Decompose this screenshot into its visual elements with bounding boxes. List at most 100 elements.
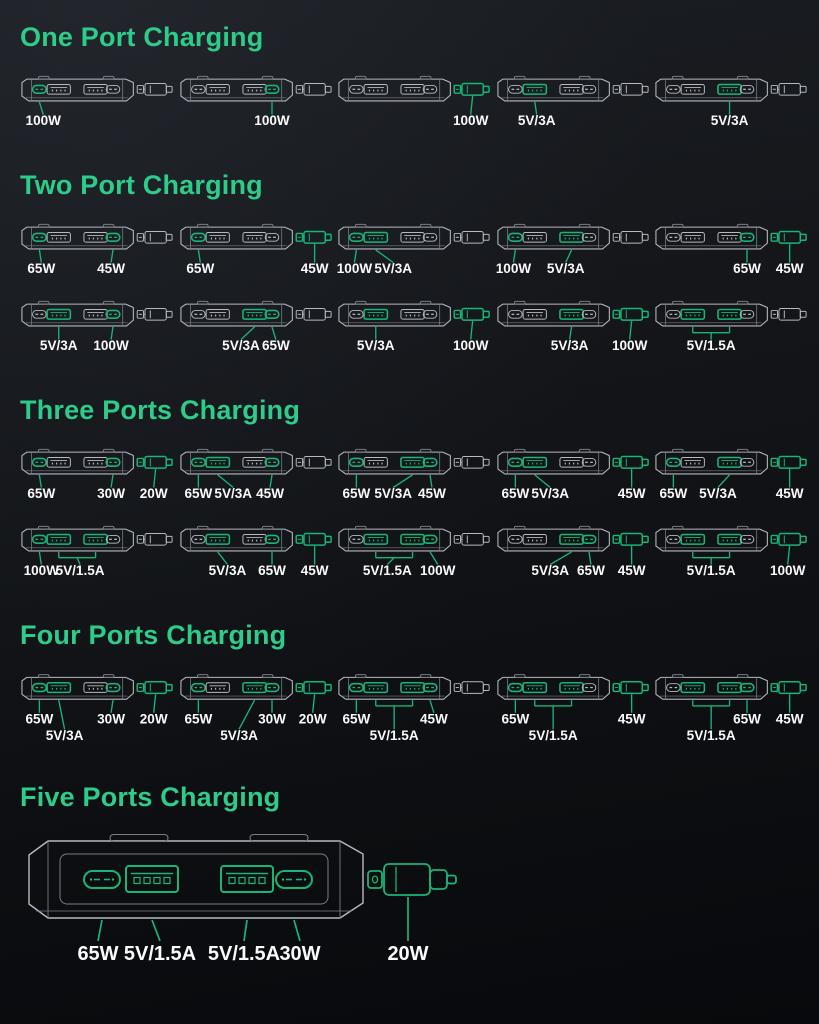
usb-a-port-icon-active [521,83,547,95]
powerbank-body-outline [496,75,610,102]
two-port-diagram-rows: 65W 45W 65W 45W 100W 5V/3A [20,216,809,355]
powerbank-diagram: 5V/3A 65W [179,300,332,353]
power-label: 65W [258,563,286,578]
power-label: 100W [453,113,489,128]
leader-line [97,920,103,942]
usb-a-port-icon-active [680,682,706,694]
section-four-ports: Four Ports Charging 65W 5V/3A 30W 20W [20,620,809,744]
leader-line [237,700,255,730]
built-in-cable-icon-active [367,863,457,897]
leader-line [512,249,516,263]
usb-c-port-icon [666,233,681,242]
powerbank-body-outline [496,525,610,552]
powerbank-body-outline [21,674,134,700]
usb-a-port-icon-active [558,308,584,321]
powerbank-body-outline [496,674,610,700]
usb-c-port-icon-active [263,534,280,545]
power-label: 100W [420,563,456,578]
usb-a-port-icon [680,84,705,95]
usb-a-port-icon [680,457,705,468]
leader-line [568,326,572,340]
powerbank-diagram: 5V/1.5A 100W [338,525,490,578]
usb-a-port-icon-active [717,308,742,321]
usb-a-port-icon-active [125,865,179,894]
power-label: 100W [337,261,372,276]
powerbank-body-outline [496,300,610,327]
usb-c-port-icon-active [31,683,47,693]
usb-a-port-icon-active [400,682,425,694]
power-label: 100W [770,563,806,578]
usb-a-port-icon [558,84,584,95]
usb-a-port-icon [400,232,425,243]
built-in-cable-icon [295,456,332,469]
powerbank-body-outline [28,834,364,919]
usb-c-port-icon [105,535,121,544]
power-label: 65W [184,712,212,727]
power-label: 5V/3A [220,728,258,743]
usb-a-port-icon-active [363,533,389,546]
power-label: 5V/3A [46,728,84,743]
power-label: 45W [776,712,804,727]
usb-a-port-icon-active [680,308,706,321]
usb-c-port-icon-active [105,457,121,468]
usb-a-port-icon [205,232,230,243]
power-label: 65W [733,261,761,276]
power-label: 5V/1.5A [208,943,280,965]
powerbank-body-outline [655,223,768,250]
leader-line [38,551,42,565]
usb-c-port-icon-active [739,683,755,693]
diagram-row: 5V/3A 100W 5V/3A 65W 5V/3A 100W [20,293,809,355]
power-label: 5V/1.5A [363,563,412,578]
powerbank-body-outline [338,448,451,475]
usb-a-port-icon [241,534,267,545]
powerbank-diagram: 65W 5V/3A 45W [496,448,649,501]
usb-c-port-icon [666,683,681,693]
powerbank-diagram: 65W 5V/3A 45W [655,448,807,501]
five-ports-diagram: 65W 5V/1.5A 5V/1.5A 30W 20W [22,821,809,971]
usb-c-port-icon-active [190,683,206,693]
usb-a-port-icon [558,457,584,468]
usb-a-port-icon [46,232,71,243]
usb-c-port-icon-active [275,870,313,890]
powerbank-diagram: 65W 5V/3A 45W [179,448,332,501]
power-label: 45W [776,261,804,276]
usb-a-port-icon [83,84,108,95]
leader-line [268,474,273,488]
usb-c-port-icon-active [348,683,364,693]
usb-c-port-icon-active [263,309,280,320]
power-label: 5V/3A [550,338,588,353]
built-in-cable-icon [612,83,649,96]
powerbank-body-outline [496,223,610,250]
powerbank-diagram: 5V/1.5A 100W [655,525,807,578]
usb-a-port-icon-active [400,456,425,469]
usb-a-port-icon [241,232,267,243]
leader-line [153,469,157,488]
powerbank-diagram: 100W [179,75,332,128]
power-label: 30W [279,943,320,965]
built-in-cable-icon-active [770,455,807,469]
powerbank-diagram: 5V/3A 65W 45W [496,525,649,578]
leader-line [216,474,234,489]
powerbank-diagram: 65W 45W [21,223,173,276]
built-in-cable-icon [295,83,332,96]
usb-c-port-icon [739,458,755,467]
powerbank-diagram: 5V/3A 100W [21,300,173,353]
usb-a-port-icon [522,232,547,243]
power-label: 5V/3A [699,486,737,501]
built-in-cable-icon [770,308,807,321]
leader-line [392,474,413,489]
powerbank-body-outline [179,525,293,552]
built-in-cable-icon-active [453,82,490,96]
section-title-five-ports: Five Ports Charging [20,782,281,813]
power-label: 20W [298,712,326,727]
built-in-cable-icon [136,533,173,546]
power-label: 65W [577,563,605,578]
powerbank-body-outline [655,448,768,475]
leader-line [375,249,394,264]
usb-c-port-icon [739,310,755,319]
leader-line [429,700,435,714]
power-label: 5V/3A [208,563,246,578]
powerbank-body-outline [21,448,134,475]
usb-c-port-icon-active [190,457,206,468]
